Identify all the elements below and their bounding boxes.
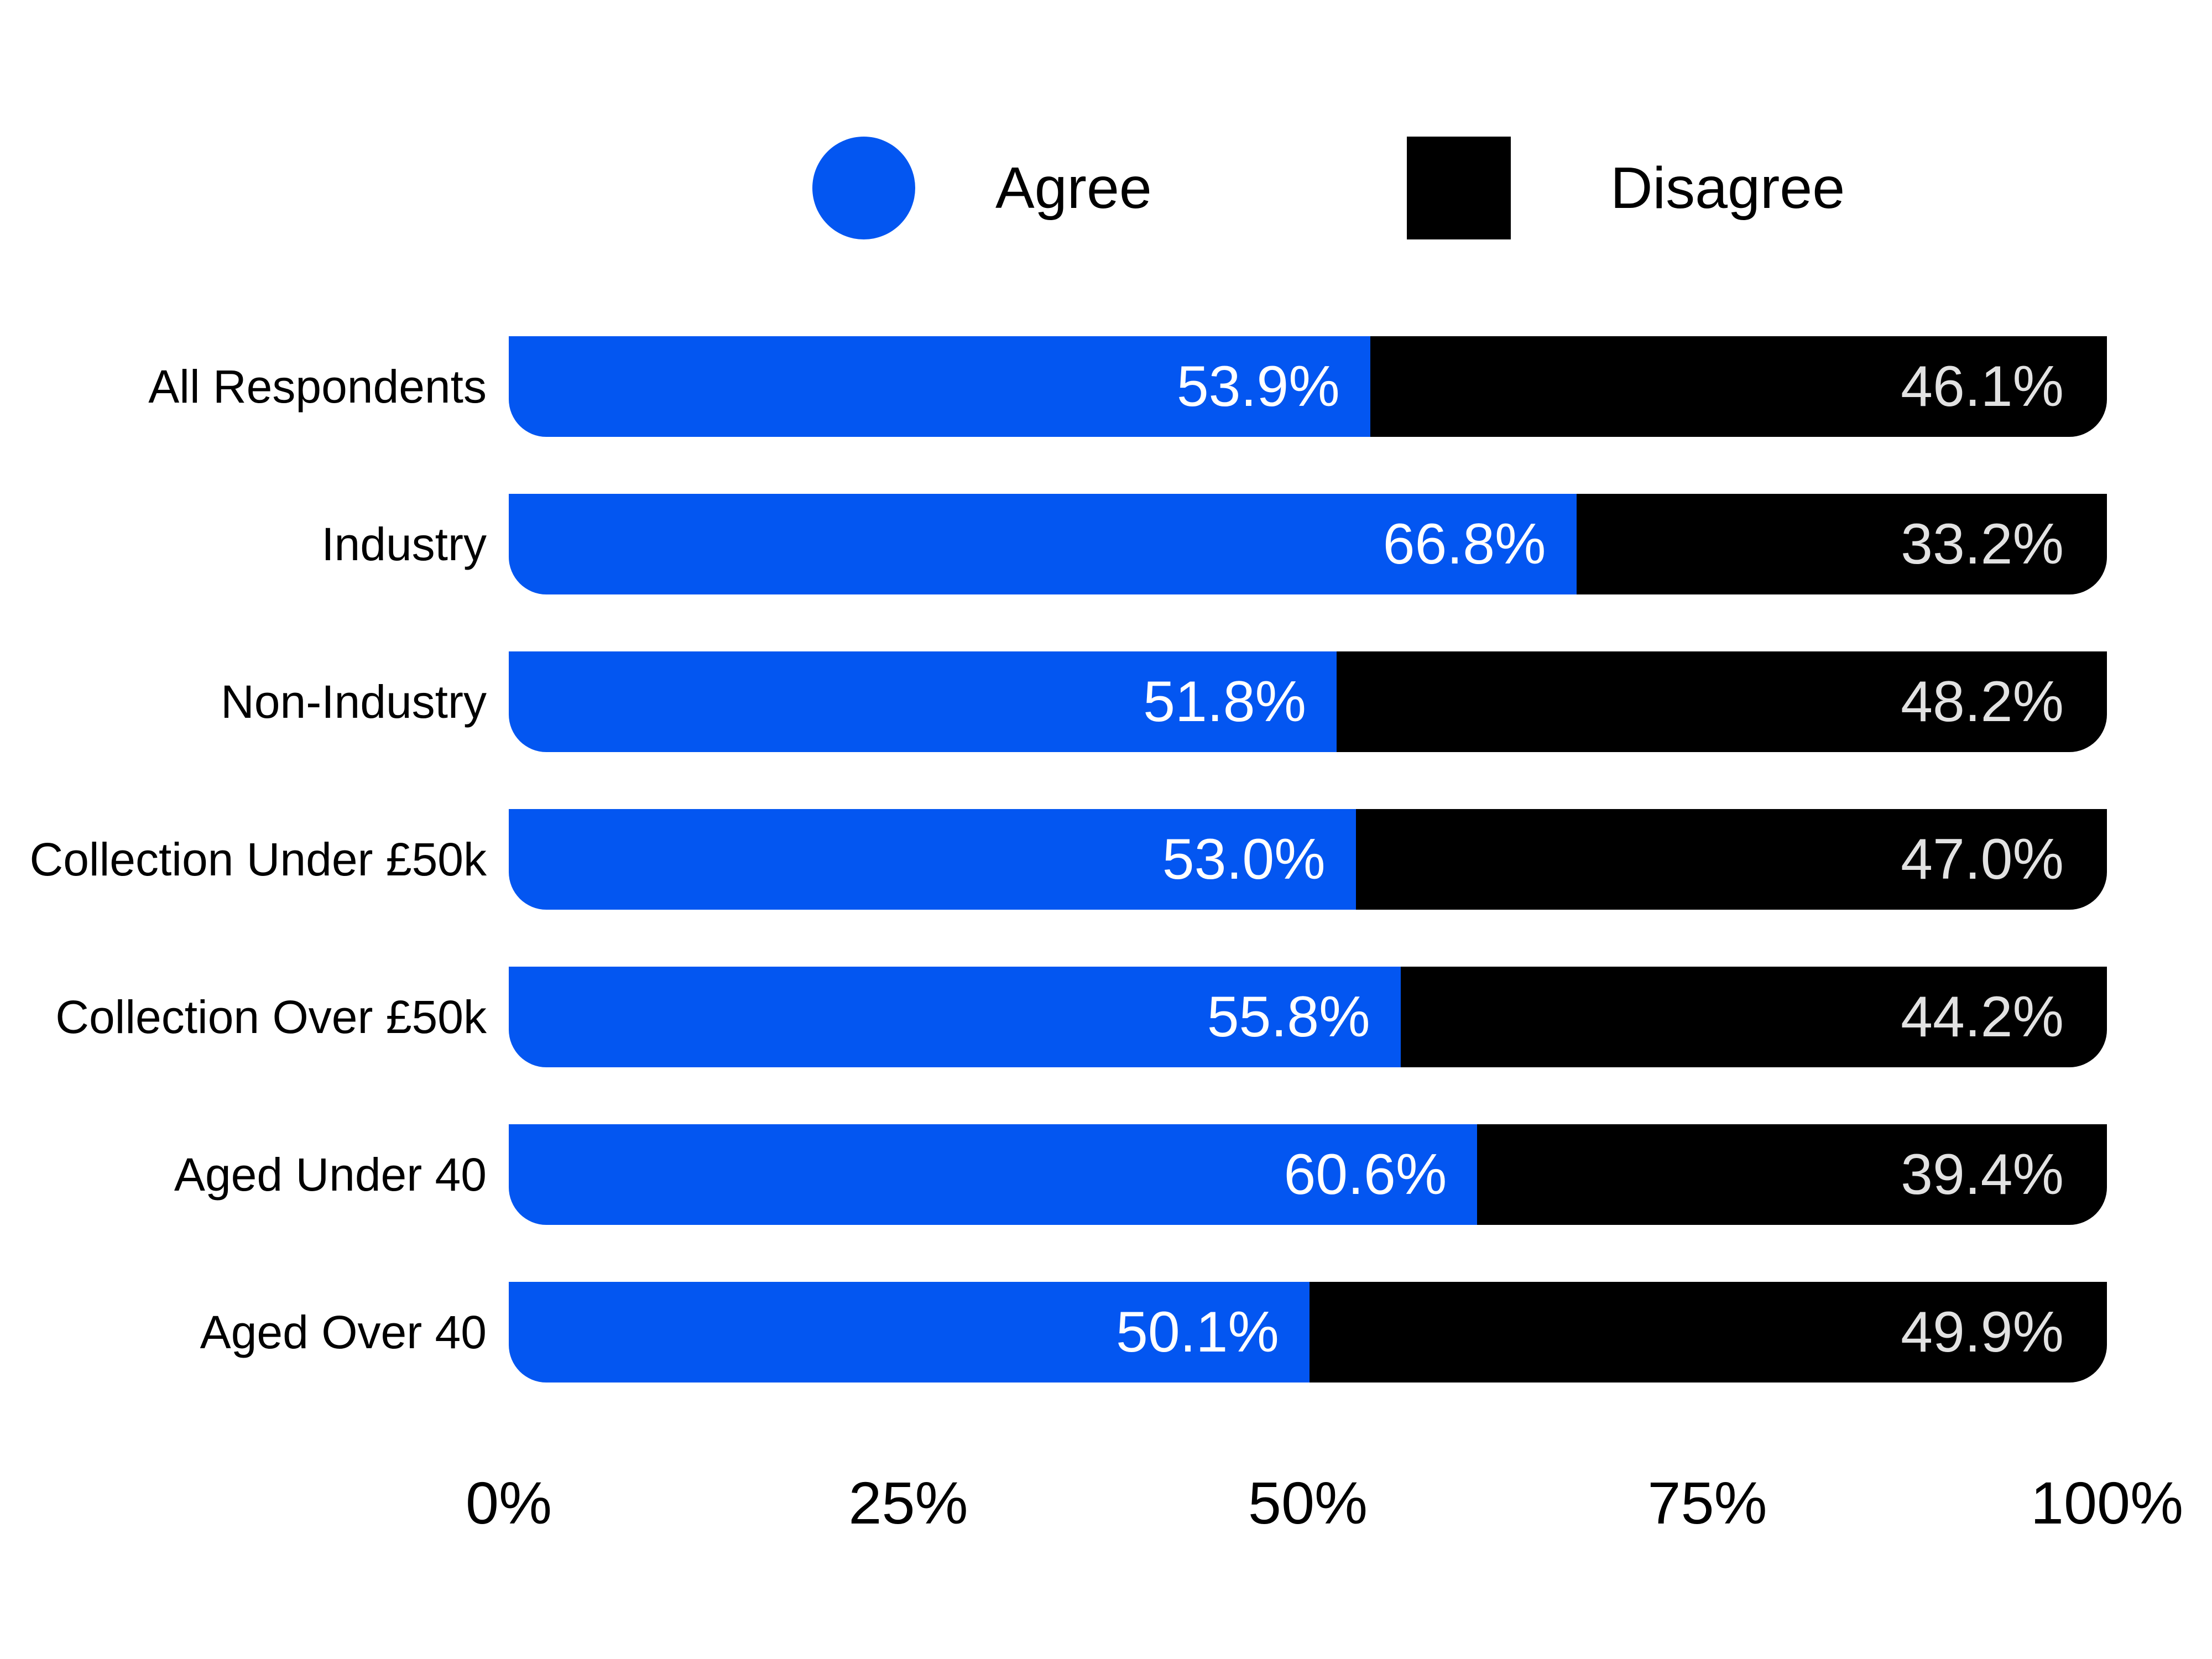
- disagree-value-label: 47.0%: [1901, 827, 2064, 891]
- stacked-bar: 66.8% 33.2%: [509, 494, 2107, 594]
- bar-row-industry: Industry 66.8% 33.2%: [0, 494, 2212, 594]
- agree-value-label: 60.6%: [1284, 1142, 1447, 1207]
- disagree-bar-segment: 47.0%: [1355, 809, 2107, 910]
- agree-bar-segment: 66.8%: [509, 494, 1577, 594]
- agree-value-label: 53.9%: [1176, 354, 1340, 419]
- x-axis-tick-100: 100%: [2030, 1469, 2184, 1536]
- category-label: Non-Industry: [221, 675, 487, 728]
- disagree-legend-square-icon: [1407, 137, 1511, 239]
- bar-row-aged-over-40: Aged Over 40 50.1% 49.9%: [0, 1282, 2212, 1383]
- stacked-bar: 60.6% 39.4%: [509, 1124, 2107, 1225]
- x-axis-tick-0: 0%: [465, 1469, 552, 1536]
- agree-bar-segment: 51.8%: [509, 651, 1337, 752]
- disagree-bar-segment: 49.9%: [1309, 1282, 2107, 1383]
- category-label: Industry: [321, 518, 487, 570]
- agree-bar-segment: 60.6%: [509, 1124, 1478, 1225]
- stacked-bar: 55.8% 44.2%: [509, 967, 2107, 1067]
- x-axis-tick-75: 75%: [1647, 1469, 1767, 1536]
- agree-value-label: 51.8%: [1143, 669, 1307, 734]
- agree-value-label: 55.8%: [1207, 984, 1370, 1049]
- disagree-value-label: 33.2%: [1901, 512, 2064, 576]
- x-axis-tick-50: 50%: [1248, 1469, 1368, 1536]
- agree-value-label: 53.0%: [1162, 827, 1326, 891]
- disagree-value-label: 39.4%: [1901, 1142, 2064, 1207]
- agree-legend-circle-icon: [812, 137, 915, 239]
- bar-row-collection-over-50k: Collection Over £50k 55.8% 44.2%: [0, 967, 2212, 1067]
- agree-bar-segment: 53.9%: [509, 336, 1370, 437]
- disagree-bar-segment: 44.2%: [1400, 967, 2107, 1067]
- x-axis-tick-25: 25%: [848, 1469, 968, 1536]
- disagree-legend-label: Disagree: [1610, 155, 1845, 221]
- category-label: Aged Over 40: [200, 1306, 487, 1358]
- category-label: All Respondents: [148, 360, 487, 413]
- disagree-value-label: 44.2%: [1901, 984, 2064, 1049]
- disagree-bar-segment: 48.2%: [1337, 651, 2107, 752]
- stacked-bar: 53.0% 47.0%: [509, 809, 2107, 910]
- bar-row-collection-under-50k: Collection Under £50k 53.0% 47.0%: [0, 809, 2212, 910]
- bar-row-aged-under-40: Aged Under 40 60.6% 39.4%: [0, 1124, 2212, 1225]
- disagree-value-label: 48.2%: [1901, 669, 2064, 734]
- agree-legend-label: Agree: [995, 155, 1152, 221]
- agree-value-label: 50.1%: [1115, 1300, 1279, 1364]
- bar-row-all-respondents: All Respondents 53.9% 46.1%: [0, 336, 2212, 437]
- bar-rows: All Respondents 53.9% 46.1% Industry 66.…: [0, 336, 2212, 1439]
- agree-value-label: 66.8%: [1383, 512, 1546, 576]
- stacked-bar: 51.8% 48.2%: [509, 651, 2107, 752]
- bar-row-non-industry: Non-Industry 51.8% 48.2%: [0, 651, 2212, 752]
- disagree-value-label: 49.9%: [1901, 1300, 2064, 1364]
- agree-bar-segment: 53.0%: [509, 809, 1356, 910]
- category-label: Aged Under 40: [174, 1148, 487, 1201]
- disagree-bar-segment: 39.4%: [1477, 1124, 2107, 1225]
- stacked-bar: 53.9% 46.1%: [509, 336, 2107, 437]
- disagree-bar-segment: 46.1%: [1370, 336, 2107, 437]
- stacked-bar: 50.1% 49.9%: [509, 1282, 2107, 1383]
- agree-bar-segment: 55.8%: [509, 967, 1401, 1067]
- disagree-bar-segment: 33.2%: [1576, 494, 2107, 594]
- agree-bar-segment: 50.1%: [509, 1282, 1310, 1383]
- category-label: Collection Over £50k: [55, 990, 487, 1043]
- x-axis: 0% 25% 50% 75% 100%: [466, 1468, 2183, 1546]
- category-label: Collection Under £50k: [29, 833, 487, 885]
- disagree-value-label: 46.1%: [1901, 354, 2064, 419]
